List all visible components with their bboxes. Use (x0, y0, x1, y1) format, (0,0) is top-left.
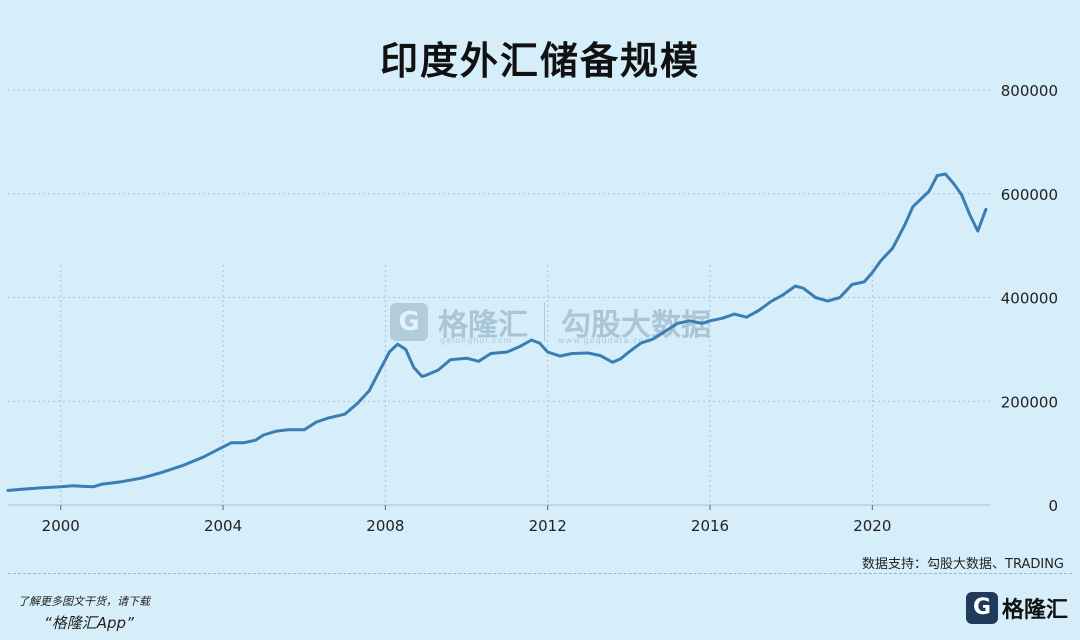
watermark-left-url: gelonghui.com (440, 336, 513, 345)
series-line (6, 172, 988, 492)
y-tick-label: 0 (1048, 497, 1058, 515)
brand: G 格隆汇 (965, 592, 1068, 624)
watermark-right-url: www.gogudata.com (558, 336, 654, 345)
x-tick-label: 2016 (691, 517, 729, 535)
brand-logo-icon: G (965, 592, 998, 624)
x-tick-label: 2020 (853, 517, 891, 535)
promo-app-name: “格隆汇App” (44, 614, 134, 632)
x-tick-label: 2012 (529, 517, 567, 535)
footer-divider (8, 573, 1072, 574)
watermark-logo: G (390, 303, 428, 341)
watermark-left-name: 格隆汇 (438, 308, 528, 343)
x-tick-label: 2000 (42, 517, 80, 535)
watermark: G 格隆汇 勾股大数据 gelonghui.com www.gogudata.c… (390, 300, 711, 345)
y-tick-label: 200000 (1001, 393, 1058, 411)
y-tick-label: 800000 (1001, 82, 1058, 100)
watermark-right-name: 勾股大数据 (561, 308, 711, 343)
chart-title: 印度外汇储备规模 (379, 39, 700, 83)
promo-text: 了解更多图文干货，请下载 (18, 595, 150, 608)
watermark-separator (544, 302, 545, 342)
source-note: 数据支持：勾股大数据、TRADING (862, 557, 1064, 572)
y-tick-label: 400000 (1001, 290, 1058, 308)
x-tick-label: 2004 (204, 517, 242, 535)
brand-name: 格隆汇 (1001, 598, 1068, 623)
x-tick-label: 2008 (366, 517, 404, 535)
y-tick-label: 600000 (1001, 186, 1058, 204)
